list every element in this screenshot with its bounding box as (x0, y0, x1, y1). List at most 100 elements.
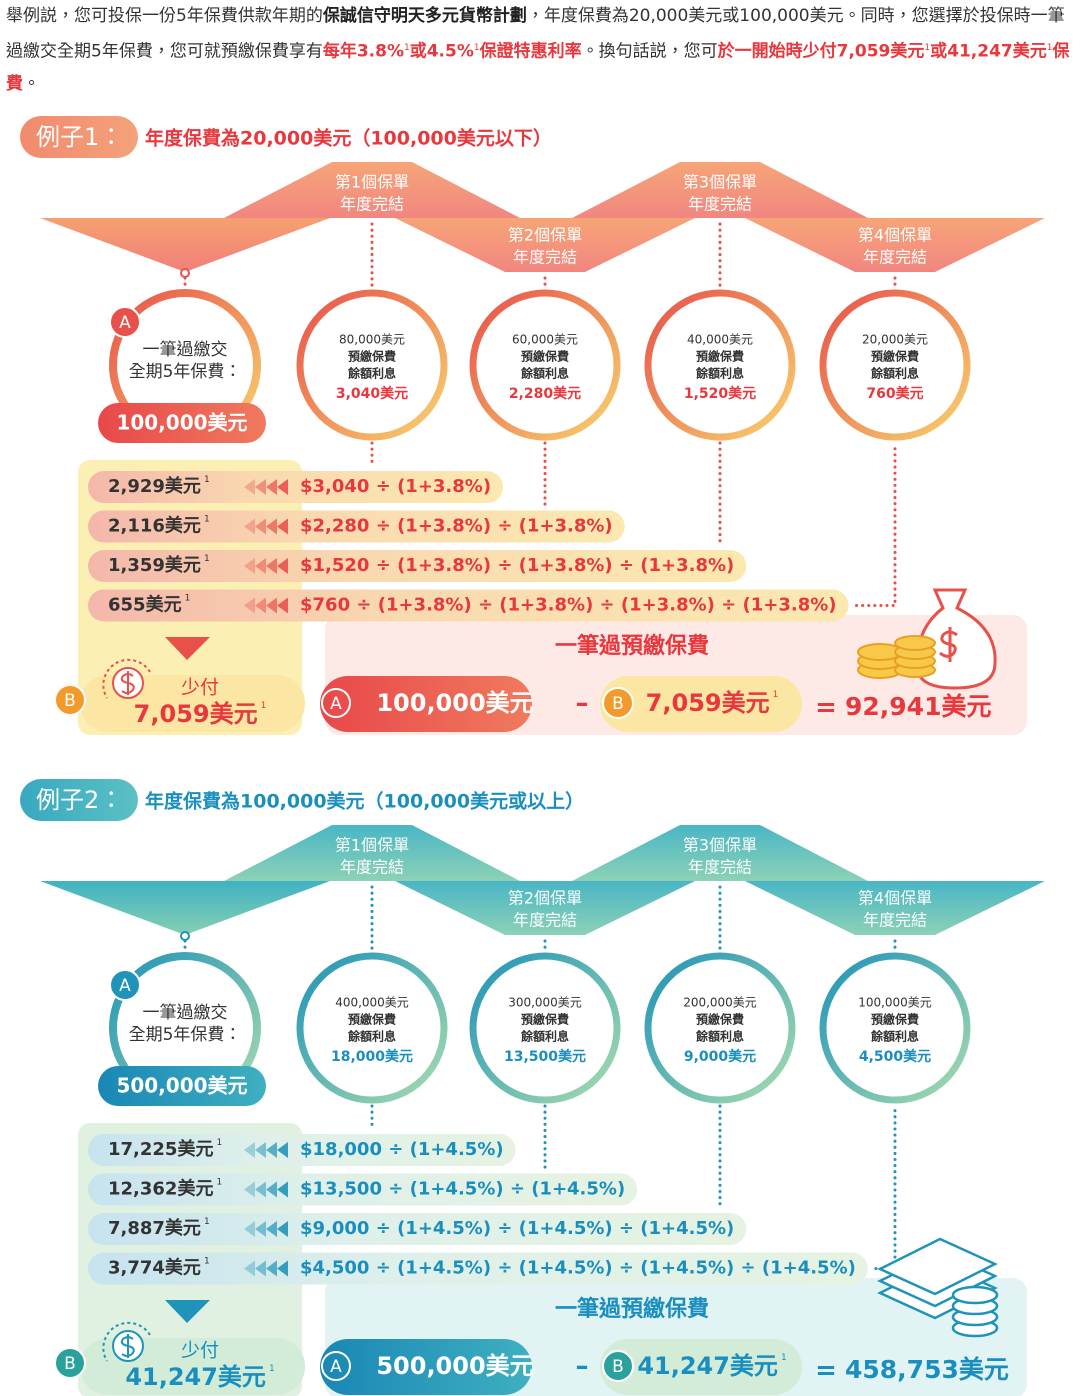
note-mark: 1 (204, 1217, 210, 1227)
discount-amount: 2,929美元 1 (108, 475, 210, 498)
note-mark: 1 (204, 514, 210, 524)
intro-run: 或41,247美元 (930, 41, 1047, 62)
discount-amount: 7,887美元 1 (108, 1217, 210, 1240)
result-total: 92,941美元 (845, 692, 991, 721)
example: 例子2： 年度保費為100,000美元（100,000美元或以上） 第1個保單年度完… (20, 779, 1045, 1396)
ribbon-segment (745, 218, 1045, 272)
badge (321, 688, 351, 718)
discount-amount: 2,116美元 1 (108, 514, 210, 537)
result-b-pill (600, 1339, 802, 1395)
discount-formula: $3,040 ÷ (1+3.8%) (300, 476, 491, 497)
bag-symbol (939, 627, 958, 662)
circle-text: 60,000美元 (512, 333, 578, 347)
saving-value: 7,059美元 (134, 700, 258, 728)
example-subtitle: 年度保費為100,000美元（100,000美元或以上） (145, 790, 584, 813)
chevron (255, 479, 266, 495)
saving-amount: 41,247美元 1 (125, 1363, 274, 1391)
year-end-label: 第3個保單 (683, 173, 757, 192)
chevron (266, 1221, 277, 1237)
badge-letter: A (119, 976, 131, 996)
ribbon-start (40, 218, 330, 272)
badge (321, 1351, 351, 1381)
coin-icon-symbol (120, 1334, 135, 1358)
badge-letter: B (64, 691, 76, 711)
interest-ring (819, 952, 971, 1104)
interest-ring (819, 289, 971, 441)
badge-letter: A (330, 1357, 342, 1377)
intro-run: 保證特惠利率 (479, 41, 582, 62)
badge-letter: B (612, 694, 624, 714)
chevron (244, 1260, 255, 1277)
saving-amount: 7,059美元 1 (134, 700, 267, 728)
circle-text: 預繳保費 (348, 349, 396, 364)
year-end-label: 年度完結 (513, 248, 577, 267)
interest-ring (469, 289, 621, 441)
result-a-pill (320, 676, 532, 732)
cycle-arrow (102, 658, 151, 699)
note-mark: 1 (773, 690, 779, 700)
circle-interest: 2,280美元 (509, 385, 581, 402)
chevron (277, 1181, 288, 1198)
badge (602, 1350, 634, 1382)
result-a-amount: 100,000美元 (376, 689, 533, 717)
badge-letter: A (330, 694, 342, 714)
circle-text: 餘額利息 (696, 1029, 744, 1044)
discount-amount: 17,225美元 1 (108, 1138, 222, 1161)
example-label-pill (20, 779, 138, 821)
chevron (255, 518, 266, 535)
circle-text: 預繳保費 (696, 349, 744, 364)
circle-text: 餘額利息 (348, 366, 396, 381)
year-end-label: 年度完結 (688, 858, 752, 877)
discount-row (88, 1173, 638, 1206)
result-a-pill (320, 1339, 532, 1395)
chevron (277, 1142, 288, 1158)
chevron (244, 597, 255, 614)
chevron (244, 1181, 255, 1198)
discount-amount: 12,362美元 1 (108, 1177, 222, 1200)
interest-ring (644, 952, 796, 1104)
circle-text: 300,000美元 (508, 996, 582, 1010)
coin-icon-symbol (120, 671, 135, 695)
interest-ring (644, 289, 796, 441)
ribbon-segment (395, 881, 695, 935)
circle-text: 餘額利息 (696, 366, 744, 381)
chevron (277, 1260, 288, 1277)
discount-value: 3,774美元 (108, 1257, 201, 1279)
year-end-label: 年度完結 (513, 911, 577, 930)
discount-formula: $13,500 ÷ (1+4.5%) ÷ (1+4.5%) (300, 1179, 625, 1200)
year-end-label: 第4個保單 (858, 889, 932, 908)
minus-sign: – (576, 689, 589, 719)
chevron (266, 558, 277, 574)
year-end-label: 第2個保單 (508, 889, 582, 908)
discount-value: 17,225美元 (108, 1138, 213, 1160)
result-b-amount: 7,059美元 1 (646, 689, 779, 717)
lump-sum-text: 一筆過繳交 (143, 1003, 228, 1023)
chevron (266, 597, 277, 614)
ribbon-start (40, 881, 330, 935)
intro-run: 舉例説，您可投保一份5年保費供款年期的 (6, 6, 323, 26)
note-mark: 1 (204, 1256, 210, 1266)
badge (602, 687, 634, 719)
discount-row (88, 471, 504, 503)
discount-value: 655美元 (108, 594, 182, 616)
lump-sum-text: 一筆過繳交 (143, 340, 228, 360)
discount-formula: $4,500 ÷ (1+4.5%) ÷ (1+4.5%) ÷ (1+4.5%) … (300, 1258, 856, 1279)
equals-sign: = (815, 1356, 837, 1386)
coin (951, 1285, 999, 1305)
discount-value: 12,362美元 (108, 1178, 213, 1200)
intro-run: 1 (403, 43, 410, 53)
intro-run: 1 (924, 43, 931, 53)
interest-ring (296, 289, 448, 441)
year-end-label: 年度完結 (863, 248, 927, 267)
interest-ring (469, 952, 621, 1104)
year-end-label: 第1個保單 (335, 173, 409, 192)
circle-text: 40,000美元 (687, 333, 753, 347)
badge (109, 306, 141, 338)
chevron (244, 1221, 255, 1237)
dotted-connector (874, 1104, 897, 1270)
year-end-label: 年度完結 (340, 195, 404, 214)
badge-letter: A (119, 313, 131, 333)
discount-amount: 1,359美元 1 (108, 554, 210, 577)
note-mark: 1 (261, 701, 267, 711)
